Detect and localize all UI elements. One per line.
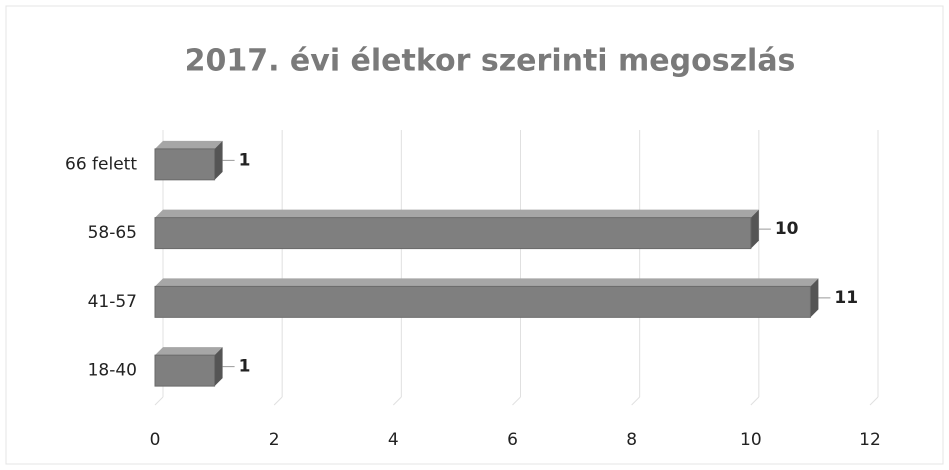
bar-side [750, 209, 759, 249]
grid-line-depth [512, 396, 521, 406]
value-label: 1 [239, 150, 251, 170]
bar [154, 285, 811, 318]
x-tick-label: 8 [626, 430, 637, 450]
bar [154, 148, 216, 181]
grid-line-depth [273, 396, 283, 406]
chart-title: 2017. évi életkor szerinti megoszlás [185, 44, 796, 79]
chart-frame [5, 5, 944, 465]
value-label: 11 [834, 288, 858, 308]
bar-side [214, 140, 223, 180]
grid-line-depth [869, 396, 879, 406]
y-tick-label: 66 felett [65, 154, 137, 174]
x-tick-label: 4 [388, 430, 399, 450]
x-tick-label: 2 [269, 430, 280, 450]
value-label: 1 [239, 357, 251, 377]
value-label: 10 [775, 219, 799, 239]
x-tick-label: 12 [859, 430, 881, 450]
x-tick-label: 6 [507, 430, 518, 450]
bar-side [810, 278, 819, 318]
bar-top [155, 140, 223, 149]
bar-top [155, 209, 759, 218]
y-tick-label: 58-65 [88, 223, 137, 243]
bar [154, 217, 752, 250]
grid-line-depth [154, 396, 164, 406]
y-tick-label: 41-57 [88, 292, 137, 312]
grid-line-depth [392, 396, 402, 406]
grid-line-depth [631, 396, 641, 406]
x-tick-label: 0 [150, 430, 161, 450]
bar-top [155, 278, 819, 287]
grid-line-depth [750, 396, 760, 406]
y-tick-label: 18-40 [88, 361, 137, 381]
bar-side [214, 347, 223, 387]
bar [154, 354, 216, 387]
x-tick-label: 10 [740, 430, 762, 450]
bar-top [155, 347, 223, 356]
